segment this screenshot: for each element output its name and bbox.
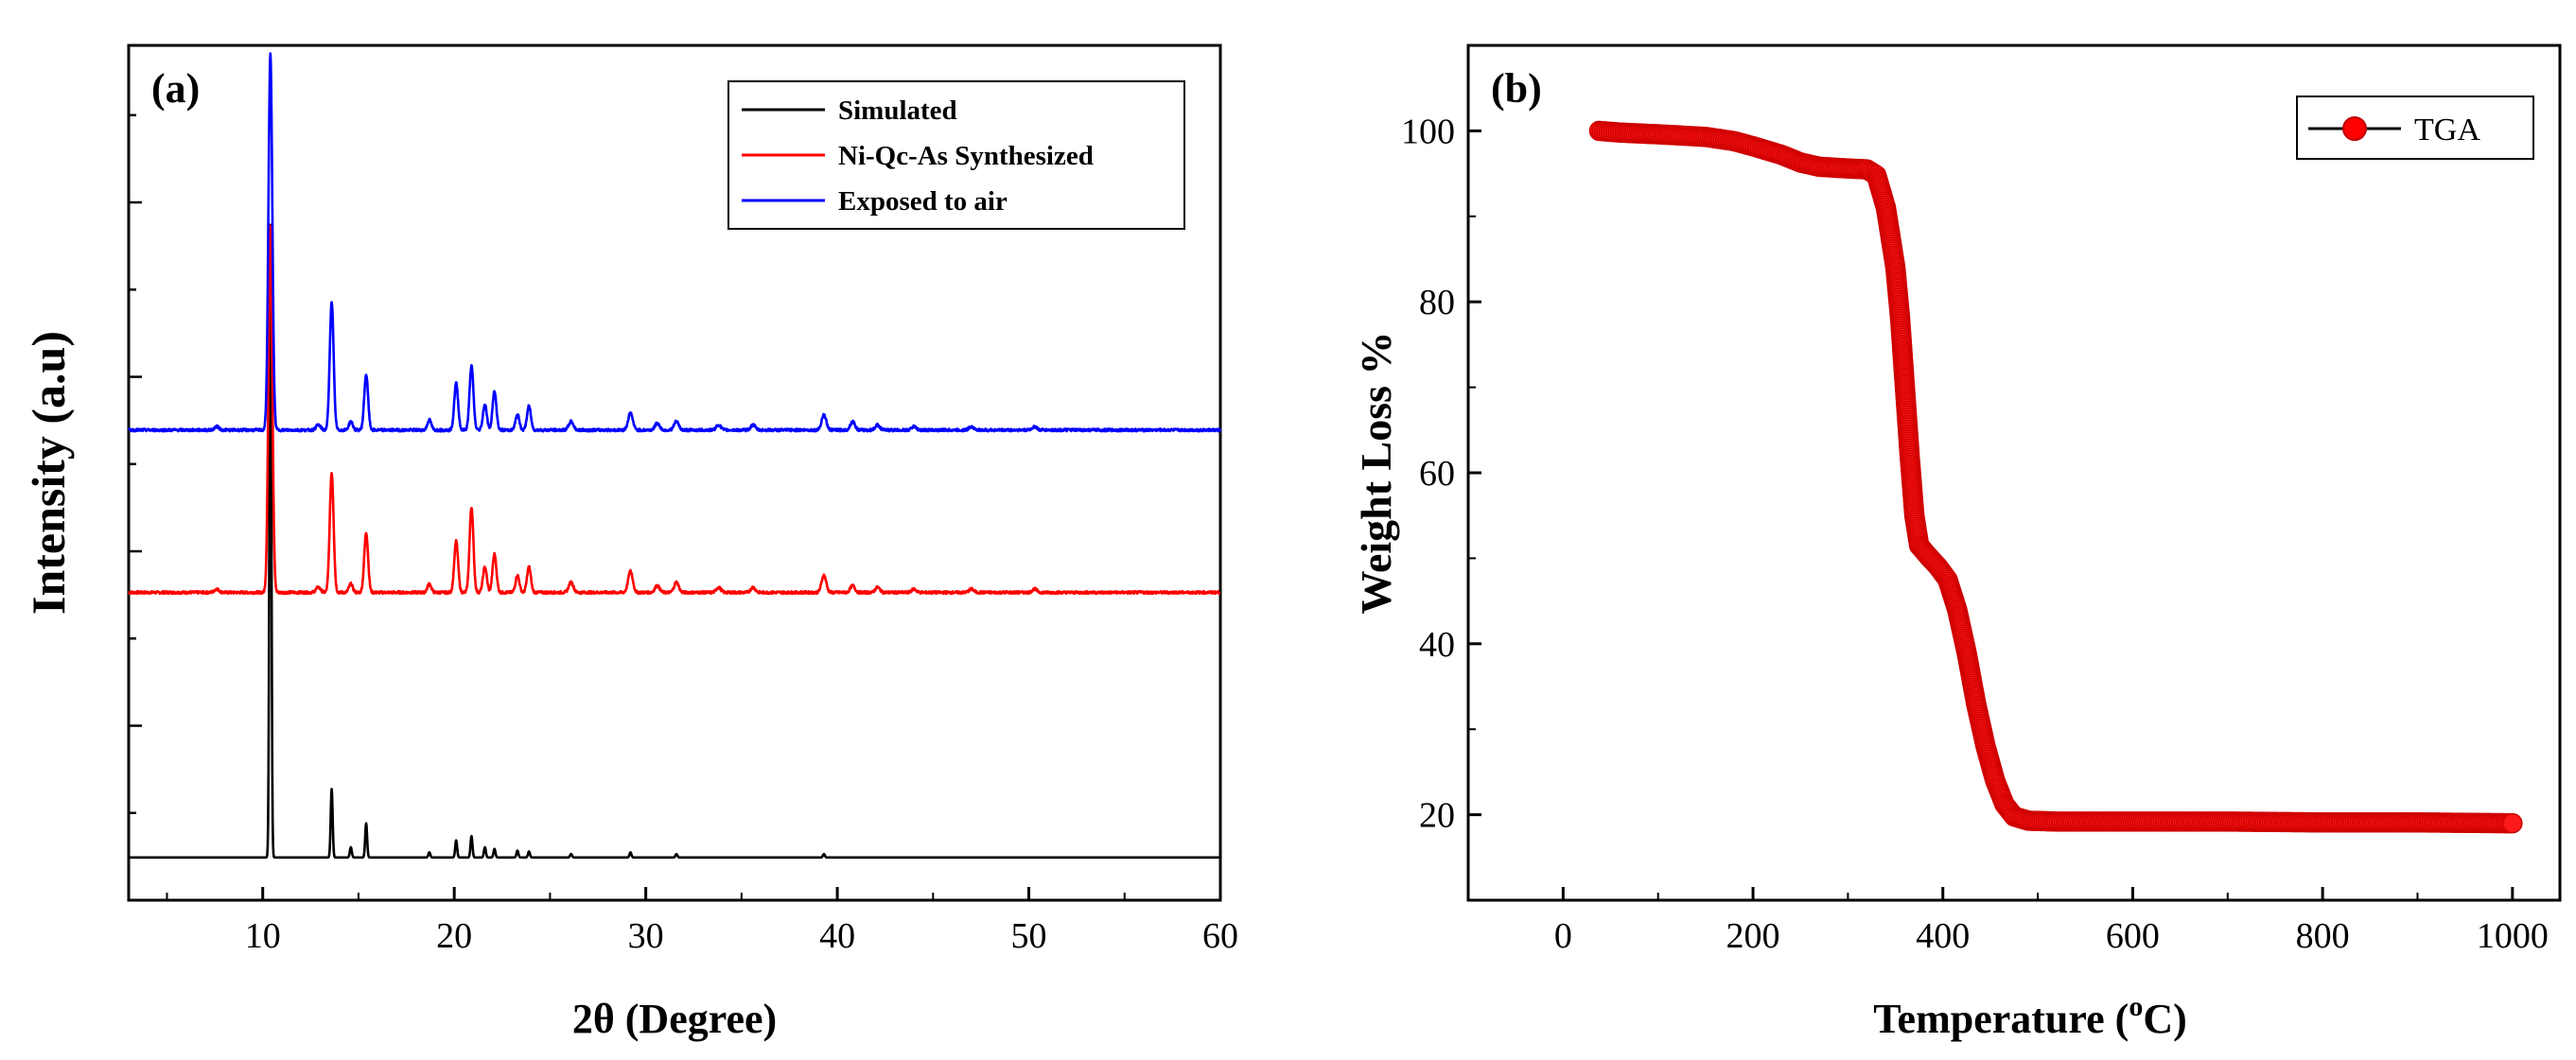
x-axis-title-b-end: C) — [2143, 996, 2186, 1042]
legend-label-tga: TGA — [2414, 113, 2480, 148]
legend-label-exposed: Exposed to air — [838, 186, 1008, 217]
y-ticks-a — [129, 113, 142, 815]
y-axis-title-b: Weight Loss % — [1352, 331, 1400, 614]
x-tick-label-a-10: 10 — [245, 916, 281, 956]
x-tick-label-a-60: 60 — [1202, 916, 1238, 956]
x-tick-label-a-50: 50 — [1011, 916, 1047, 956]
legend-swatch-marker-tga — [2342, 116, 2367, 141]
y-tick-label-b-80: 80 — [1419, 283, 1455, 322]
x-tick-label-a-30: 30 — [628, 916, 664, 956]
x-tick-label-b-0: 0 — [1554, 916, 1572, 956]
x-tick-label-b-600: 600 — [2106, 916, 2160, 956]
panel-b-tga: (b) 0 200 400 600 800 1000 20 40 60 80 100 TGA Te… — [1352, 43, 2562, 1042]
x-tick-label-b-1000: 1000 — [2477, 916, 2549, 956]
x-axis-title-b: Temperature (oC) — [1873, 991, 2187, 1042]
x-tick-label-b-200: 200 — [1726, 916, 1780, 956]
legend-label-synthesized: Ni-Qc-As Synthesized — [838, 141, 1094, 171]
y-axis-title-a: Intensity (a.u) — [22, 331, 75, 615]
x-tick-label-a-20: 20 — [436, 916, 472, 956]
y-tick-label-b-20: 20 — [1419, 796, 1455, 836]
x-tick-label-a-40: 40 — [819, 916, 855, 956]
series-lines-a — [127, 52, 1222, 860]
x-axis-title-a: 2θ (Degree) — [572, 996, 777, 1042]
series-line-ni-qc-as-synthesized — [128, 224, 1221, 596]
x-tick-label-b-800: 800 — [2296, 916, 2350, 956]
x-axis-title-b-main: Temperature ( — [1873, 996, 2129, 1042]
x-axis-title-b-sup: o — [2129, 991, 2143, 1022]
panel-b-tag: (b) — [1491, 65, 1542, 112]
legend-b: TGA — [2296, 96, 2534, 160]
plot-area-a — [127, 43, 1222, 902]
y-ticks-b: 20 40 60 80 100 — [1401, 44, 1481, 901]
x-ticks-a: 10 20 30 40 50 60 — [166, 887, 1238, 956]
panel-a-xrd: (a) 10 20 30 40 50 60 Simulated Ni-Qc-As Synt… — [22, 43, 1238, 1042]
series-line-simulated — [128, 223, 1221, 860]
x-ticks-b: 0 200 400 600 800 1000 — [1467, 887, 2549, 956]
legend-a: Simulated Ni-Qc-As Synthesized Exposed t… — [727, 80, 1185, 230]
y-tick-label-b-100: 100 — [1401, 112, 1455, 151]
legend-label-simulated: Simulated — [838, 96, 957, 126]
series-points-b — [1588, 120, 2523, 834]
y-tick-label-b-60: 60 — [1419, 454, 1455, 494]
plot-area-b — [1466, 43, 2562, 902]
y-tick-label-b-40: 40 — [1419, 625, 1455, 665]
panel-a-tag: (a) — [151, 65, 200, 112]
x-tick-label-b-400: 400 — [1916, 916, 1970, 956]
series-line-exposed-to-air — [127, 52, 1222, 433]
tga-point — [2502, 812, 2523, 834]
